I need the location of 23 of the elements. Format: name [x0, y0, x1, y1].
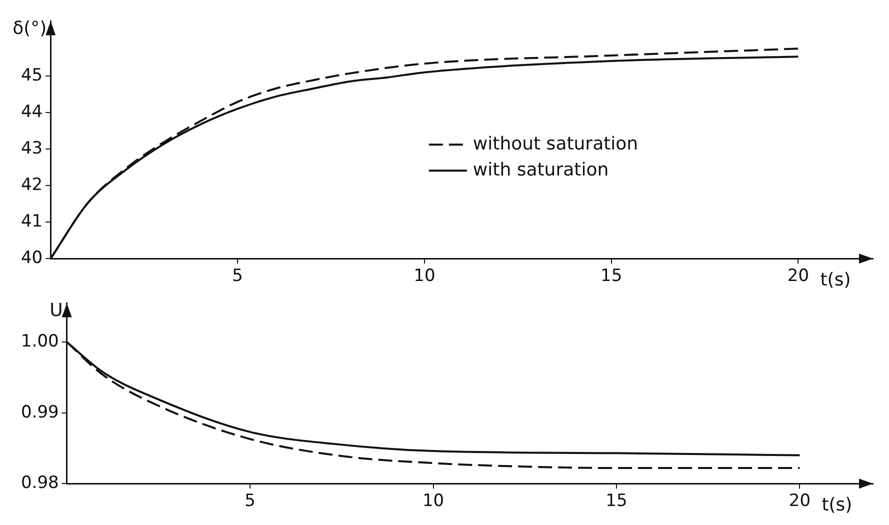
- y-tick-label: 1.00: [20, 332, 59, 352]
- y-tick-label: 40: [20, 248, 43, 268]
- x-tick-label: 20: [787, 266, 810, 286]
- y-tick-label: 42: [20, 174, 43, 195]
- x-tick-label: 10: [422, 491, 444, 512]
- y-tick-label: 43: [20, 138, 43, 158]
- y-tick-label: 41: [20, 212, 43, 232]
- x-tick-label: 15: [606, 491, 628, 512]
- y-tick-label: 44: [20, 102, 43, 122]
- y-tick-label: 0.99: [20, 402, 59, 422]
- x-axis-title: t(s): [822, 494, 852, 516]
- legend-label: without saturation: [472, 133, 638, 154]
- y-axis-title: U: [50, 300, 63, 321]
- x-tick-label: 5: [232, 266, 243, 286]
- y-axis-title: δ(°): [12, 18, 47, 39]
- y-tick-label: 45: [20, 65, 43, 86]
- x-tick-label: 5: [244, 491, 256, 512]
- x-tick-label: 15: [600, 266, 622, 286]
- y-tick-label: 0.98: [20, 473, 59, 494]
- legend-label: with saturation: [472, 159, 609, 180]
- x-tick-label: 10: [414, 266, 436, 286]
- x-axis-title: t(s): [820, 269, 851, 290]
- x-tick-label: 20: [788, 491, 811, 512]
